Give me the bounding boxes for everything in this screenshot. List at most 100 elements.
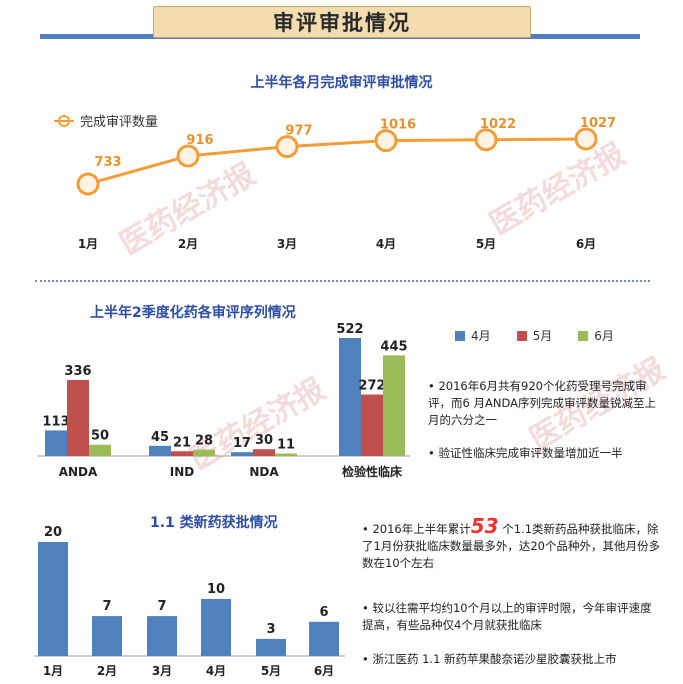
data-label: 1027 — [580, 116, 616, 131]
bar-value-label: 445 — [380, 339, 407, 354]
bar — [309, 621, 339, 656]
q2-note-2: • 验证性临床完成审评数量增加近一半 — [428, 445, 668, 462]
x-tick-label: 2月 — [97, 664, 117, 678]
bar-value-label: 7 — [157, 599, 166, 614]
legend-item: 6月 — [578, 327, 614, 344]
bar — [147, 616, 177, 656]
x-tick-label: 5月 — [261, 664, 281, 678]
x-tick-label: 2月 — [178, 237, 198, 251]
bar — [201, 599, 231, 656]
bar-value-label: 336 — [64, 364, 91, 379]
bar-6月 — [383, 355, 405, 456]
bar-value-label: 20 — [44, 525, 62, 540]
q2-note-1: • 2016年6月共有920个化药受理号完成审评，而6 月ANDA序列完成审评数… — [428, 378, 660, 429]
bar-value-label: 28 — [195, 434, 213, 449]
legend-swatch — [516, 330, 527, 341]
x-tick-label: 检验性临床 — [342, 464, 403, 479]
bullet-mark: • — [362, 522, 369, 536]
bar-4月 — [45, 430, 67, 456]
bar-chart-legend: 4月 5月 6月 — [455, 327, 614, 344]
bar-value-label: 272 — [358, 379, 385, 394]
series-line — [87, 137, 587, 186]
x-tick-label: 3月 — [152, 664, 172, 678]
newdrug-note-3: • 浙江医药 1.1 新药苹果酸奈诺沙星胶囊获批上市 — [362, 651, 672, 668]
bar-value-label: 3 — [266, 622, 275, 637]
data-point — [176, 144, 200, 168]
legend-swatch — [455, 330, 465, 341]
newdrug-note-1-pre: 2016年上半年累计 — [372, 522, 471, 536]
bar-value-label: 6 — [319, 605, 328, 620]
bar-value-label: 30 — [255, 433, 273, 448]
bar-value-label: 11 — [277, 438, 295, 453]
x-tick-label: 6月 — [314, 664, 334, 678]
x-tick-label: 4月 — [206, 664, 226, 678]
data-point — [76, 172, 100, 196]
data-point — [275, 135, 299, 159]
x-tick-label: NDA — [249, 465, 279, 479]
bullet-mark: • — [428, 446, 435, 460]
bar-5月 — [171, 451, 193, 456]
bar-value-label: 113 — [42, 414, 69, 429]
legend-swatch — [578, 330, 589, 341]
x-tick-label: 3月 — [277, 237, 297, 251]
legend-label: 6月 — [594, 329, 614, 343]
new-drug-approval-bar-chart: 20 1月 7 2月 7 3月 10 4月 3 5月 6 6月 — [34, 525, 345, 678]
bullet-mark: • — [362, 601, 369, 615]
data-label: 977 — [285, 124, 312, 139]
newdrug-note-1: • 2016年上半年累计53 个1.1类新药品种获批临床，除了1月份获批临床数量… — [362, 516, 662, 572]
bullet-mark: • — [362, 652, 369, 666]
bar-6月 — [193, 449, 215, 456]
data-label: 733 — [94, 155, 121, 170]
page-banner: 审评审批情况 — [153, 6, 531, 38]
bar-value-label: 21 — [173, 435, 191, 450]
newdrug-note-2: • 较以往需平均约10个月以上的审评时限，今年审评速度提高，有些品种仅4个月就获… — [362, 600, 662, 634]
legend-item: 5月 — [516, 327, 553, 344]
newdrug-total-count: 53 — [470, 514, 499, 538]
bar-4月 — [231, 452, 253, 456]
x-tick-label: IND — [170, 465, 195, 479]
data-point — [374, 129, 398, 153]
q2-note-1-text: 2016年6月共有920个化药受理号完成审评，而6 月ANDA序列完成审评数量锐… — [428, 379, 656, 427]
bar-5月 — [67, 380, 89, 456]
data-label: 916 — [186, 133, 213, 148]
q2-note-2-text: 验证性临床完成审评数量增加近一半 — [438, 446, 623, 460]
x-tick-label: 1月 — [78, 237, 98, 251]
newdrug-note-1-post: 个1.1类新药品种获批临床，除了1月份获批临床数量最多外，达20个品种外，其他月… — [362, 522, 660, 570]
bar-value-label: 10 — [207, 582, 225, 597]
data-label: 1016 — [380, 118, 416, 133]
monthly-review-line-chart: 完成审评数量 733 1月 916 2月 977 3月 1016 4月 1022 5月 1027 6月 — [54, 115, 616, 251]
x-tick-label: 4月 — [376, 237, 396, 251]
legend-item: 4月 — [455, 327, 491, 344]
bar-chart-title: 上半年2季度化药各审评序列情况 — [90, 305, 296, 321]
x-tick-label: 6月 — [576, 237, 596, 251]
q2-review-sequence-bar-chart: 113 336 50 ANDA 45 21 28 IND 17 30 11 NDA 522 272 445 检… — [38, 322, 410, 479]
page-title: 审评审批情况 — [273, 11, 411, 35]
bullet-mark: • — [428, 379, 435, 393]
bar-4月 — [339, 338, 361, 456]
x-tick-label: 5月 — [476, 237, 496, 251]
bar-5月 — [253, 449, 275, 456]
x-tick-label: 1月 — [43, 664, 63, 678]
legend-label: 4月 — [471, 329, 491, 343]
data-label: 1022 — [480, 117, 516, 132]
x-tick-label: ANDA — [59, 465, 98, 479]
bar-5月 — [361, 394, 383, 456]
bar-6月 — [89, 444, 111, 456]
line-chart-title: 上半年各月完成审评审批情况 — [250, 75, 433, 91]
bar — [92, 616, 122, 656]
bar-value-label: 17 — [233, 436, 251, 451]
newdrug-note-2-text: 较以往需平均约10个月以上的审评时限，今年审评速度提高，有些品种仅4个月就获批临… — [362, 601, 652, 632]
legend-label: 完成审评数量 — [80, 115, 158, 130]
section-divider — [35, 280, 650, 282]
newdrug-note-3-text: 浙江医药 1.1 新药苹果酸奈诺沙星胶囊获批上市 — [372, 652, 617, 666]
data-point — [474, 128, 498, 152]
bar-6月 — [275, 453, 297, 456]
bar — [256, 638, 286, 656]
bar-value-label: 7 — [102, 599, 111, 614]
bar-value-label: 522 — [336, 322, 363, 337]
bar-value-label: 50 — [91, 429, 109, 444]
legend-label: 5月 — [532, 329, 553, 343]
bar — [38, 542, 68, 656]
newdrug-chart-title: 1.1 类新药获批情况 — [150, 515, 278, 531]
bar-4月 — [149, 445, 171, 456]
